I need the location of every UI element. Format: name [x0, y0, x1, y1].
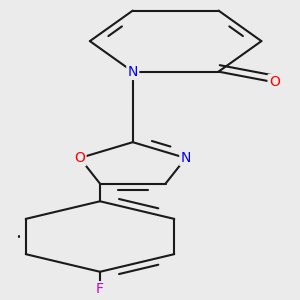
Text: O: O	[269, 75, 280, 89]
Text: N: N	[128, 65, 138, 79]
Text: O: O	[74, 151, 85, 165]
Text: F: F	[96, 282, 104, 296]
Text: N: N	[181, 151, 191, 165]
